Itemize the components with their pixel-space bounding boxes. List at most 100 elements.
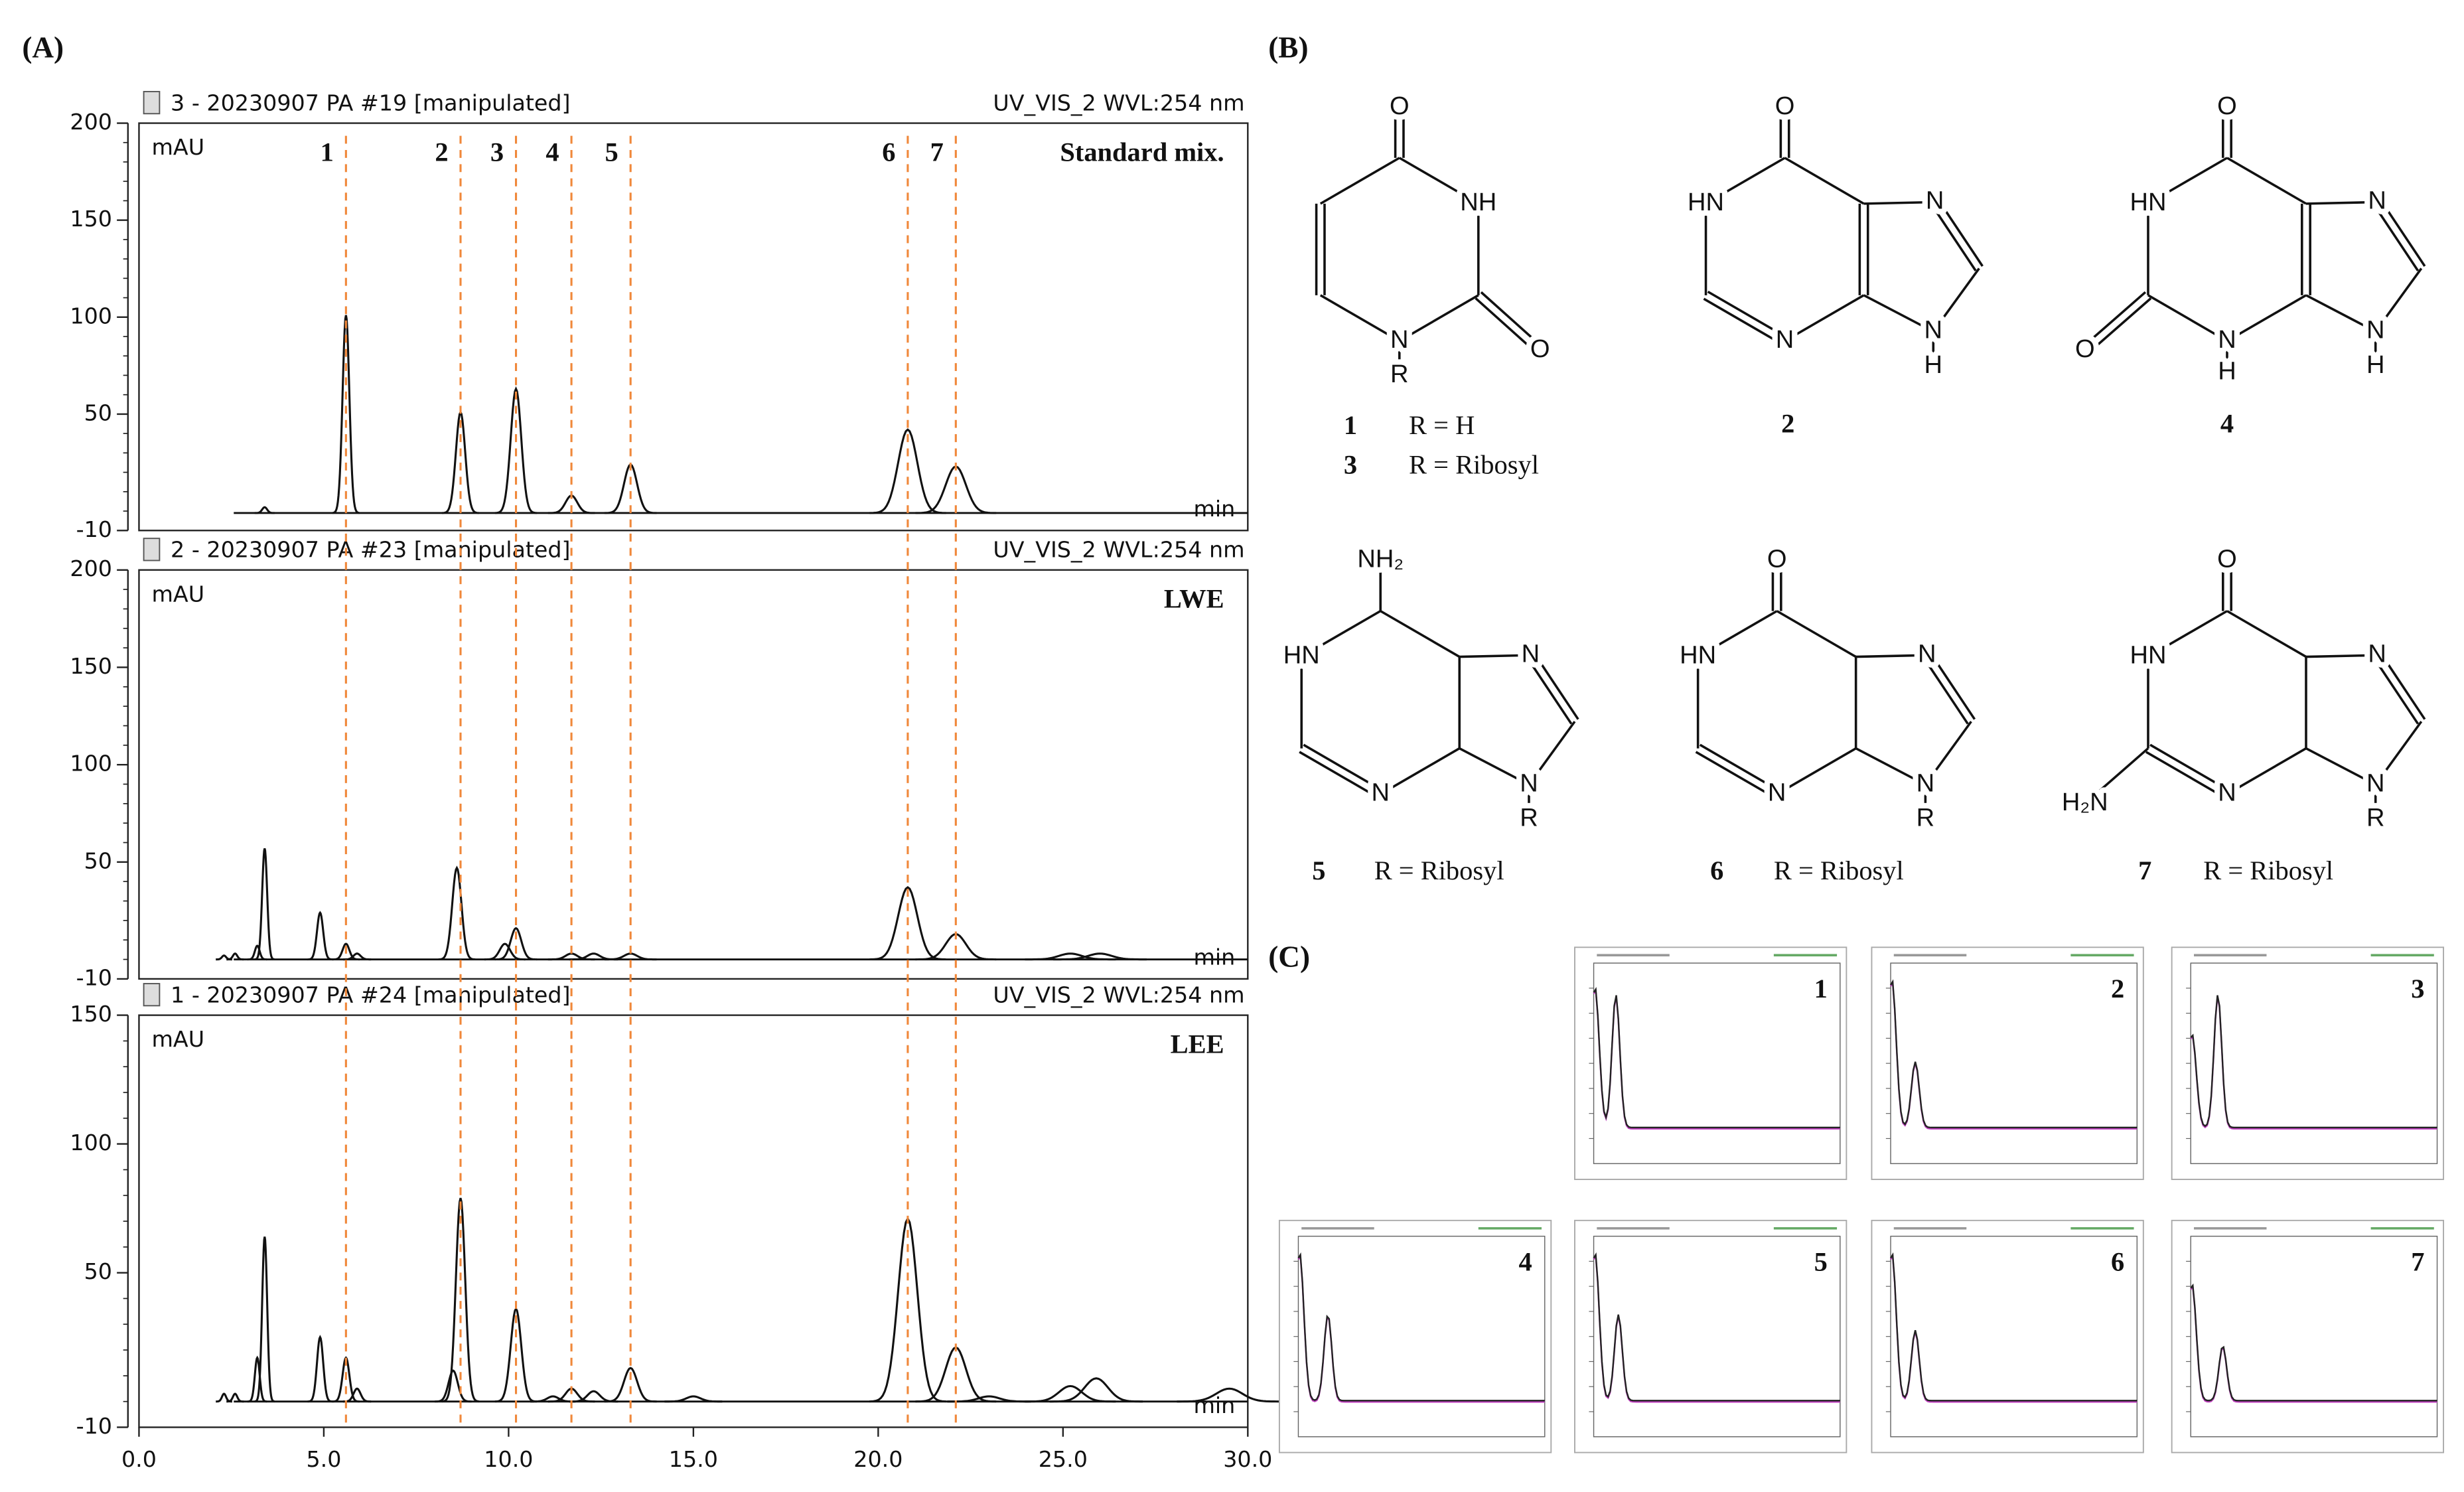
spectrum-frame <box>1278 1219 1552 1454</box>
double-bond <box>2149 743 2230 792</box>
chart-title: 3 - 20230907 PA #19 [manipulated] <box>171 90 571 116</box>
annotation: LEE <box>1171 1029 1224 1059</box>
spectrum-label: 3 <box>2411 974 2424 1004</box>
atom-label: N <box>1926 187 1944 215</box>
peak <box>254 848 275 961</box>
peak <box>254 506 275 514</box>
bond <box>1459 747 1530 786</box>
peak <box>435 1369 472 1403</box>
peak <box>494 386 538 514</box>
chart-subtitle: UV_VIS_2 WVL:254 nm <box>993 982 1244 1008</box>
peak <box>1025 1384 1116 1403</box>
double-bond <box>1703 297 1784 346</box>
marker-label: 4 <box>545 137 559 167</box>
double-bond <box>1303 743 1384 792</box>
spectrum-curve <box>1593 1252 1840 1402</box>
atom-label: N <box>1918 640 1936 668</box>
bond <box>1528 721 1576 786</box>
y-tick-label: -10 <box>76 516 112 542</box>
atom-label: H₂N <box>2062 788 2108 816</box>
x-axis-label: min <box>1193 496 1235 522</box>
double-bond <box>1707 290 1788 339</box>
peak <box>342 1387 372 1403</box>
double-bond <box>1929 652 1976 720</box>
peak <box>226 1392 244 1403</box>
bond <box>1924 721 1972 786</box>
bond <box>2147 157 2228 205</box>
peak <box>530 1395 576 1403</box>
bond <box>2374 267 2423 333</box>
atom-label: N <box>1776 326 1794 354</box>
double-bond <box>2086 297 2152 355</box>
peak <box>248 1355 267 1403</box>
peak <box>332 942 360 961</box>
peak <box>484 942 526 961</box>
compound-number: 7 <box>2138 856 2151 885</box>
double-bond <box>1533 652 1579 720</box>
bond <box>1705 157 1786 205</box>
atom-label: O <box>2217 92 2237 120</box>
atom-label: HN <box>2130 642 2166 670</box>
atom-label: N <box>1520 769 1538 797</box>
compound-substituent: R = Ribosyl <box>1774 856 1904 885</box>
double-bond <box>1922 656 1969 725</box>
spectrum-label: 6 <box>2111 1247 2124 1277</box>
x-tick-label: 30.0 <box>1223 1446 1272 1472</box>
atom-label: HN <box>2130 188 2166 216</box>
marker-label: 5 <box>605 137 618 167</box>
y-tick-label: 150 <box>70 653 112 679</box>
bond <box>1776 747 1857 796</box>
atom-label: HN <box>1688 188 1724 216</box>
bond <box>1301 610 1382 658</box>
bond <box>2226 610 2307 658</box>
atom-label: H <box>2366 351 2385 379</box>
double-bond <box>1699 743 1780 792</box>
y-tick-label: 200 <box>70 109 112 135</box>
peak <box>307 1335 333 1403</box>
atom-label: O <box>2217 546 2237 573</box>
atom-label: H <box>2218 357 2236 385</box>
spectrum-curve <box>2190 1283 2437 1402</box>
file-icon <box>143 538 161 561</box>
bond <box>1855 747 1926 786</box>
spectrum-curve <box>2190 996 2437 1130</box>
spectrum-label: 7 <box>2411 1247 2424 1277</box>
x-tick-label: 20.0 <box>853 1446 903 1472</box>
y-tick-label: -10 <box>76 1413 112 1439</box>
double-bond <box>1526 656 1573 725</box>
peak <box>947 1395 1031 1403</box>
plot-frame <box>138 569 1249 980</box>
spectrum-curve <box>1593 987 1840 1129</box>
double-bond <box>2145 751 2226 799</box>
peak <box>248 944 267 961</box>
x-tick-label: 5.0 <box>306 1446 341 1472</box>
atom-label: O <box>1390 92 1410 120</box>
annotation: Standard mix. <box>1060 137 1224 167</box>
bond <box>1380 610 1461 658</box>
spectrum-label: 2 <box>2111 974 2124 1004</box>
peak <box>1025 952 1116 961</box>
peak <box>332 315 360 514</box>
marker-label: 1 <box>321 137 334 167</box>
spectrum-frame <box>2171 1219 2445 1454</box>
atom-label: NH <box>1460 188 1496 216</box>
marker-label: 2 <box>435 137 448 167</box>
y-tick-label: 100 <box>70 303 112 329</box>
bond <box>1319 157 1400 205</box>
atom-label: N <box>2366 769 2385 797</box>
bond <box>1398 157 1479 205</box>
y-tick-label: 50 <box>84 848 112 873</box>
bond <box>2147 294 2228 342</box>
double-bond <box>1695 751 1776 799</box>
y-tick-label: 100 <box>70 1130 112 1156</box>
bond <box>2084 747 2149 805</box>
bond <box>1863 200 1935 205</box>
spectrum-curve <box>1890 979 2138 1129</box>
atom-label: N <box>1371 779 1390 807</box>
atom-label: N <box>1917 769 1935 797</box>
atom-label: HN <box>1680 642 1716 670</box>
spectrum: 5 <box>1574 1219 1848 1454</box>
y-tick-label: 200 <box>70 556 112 581</box>
